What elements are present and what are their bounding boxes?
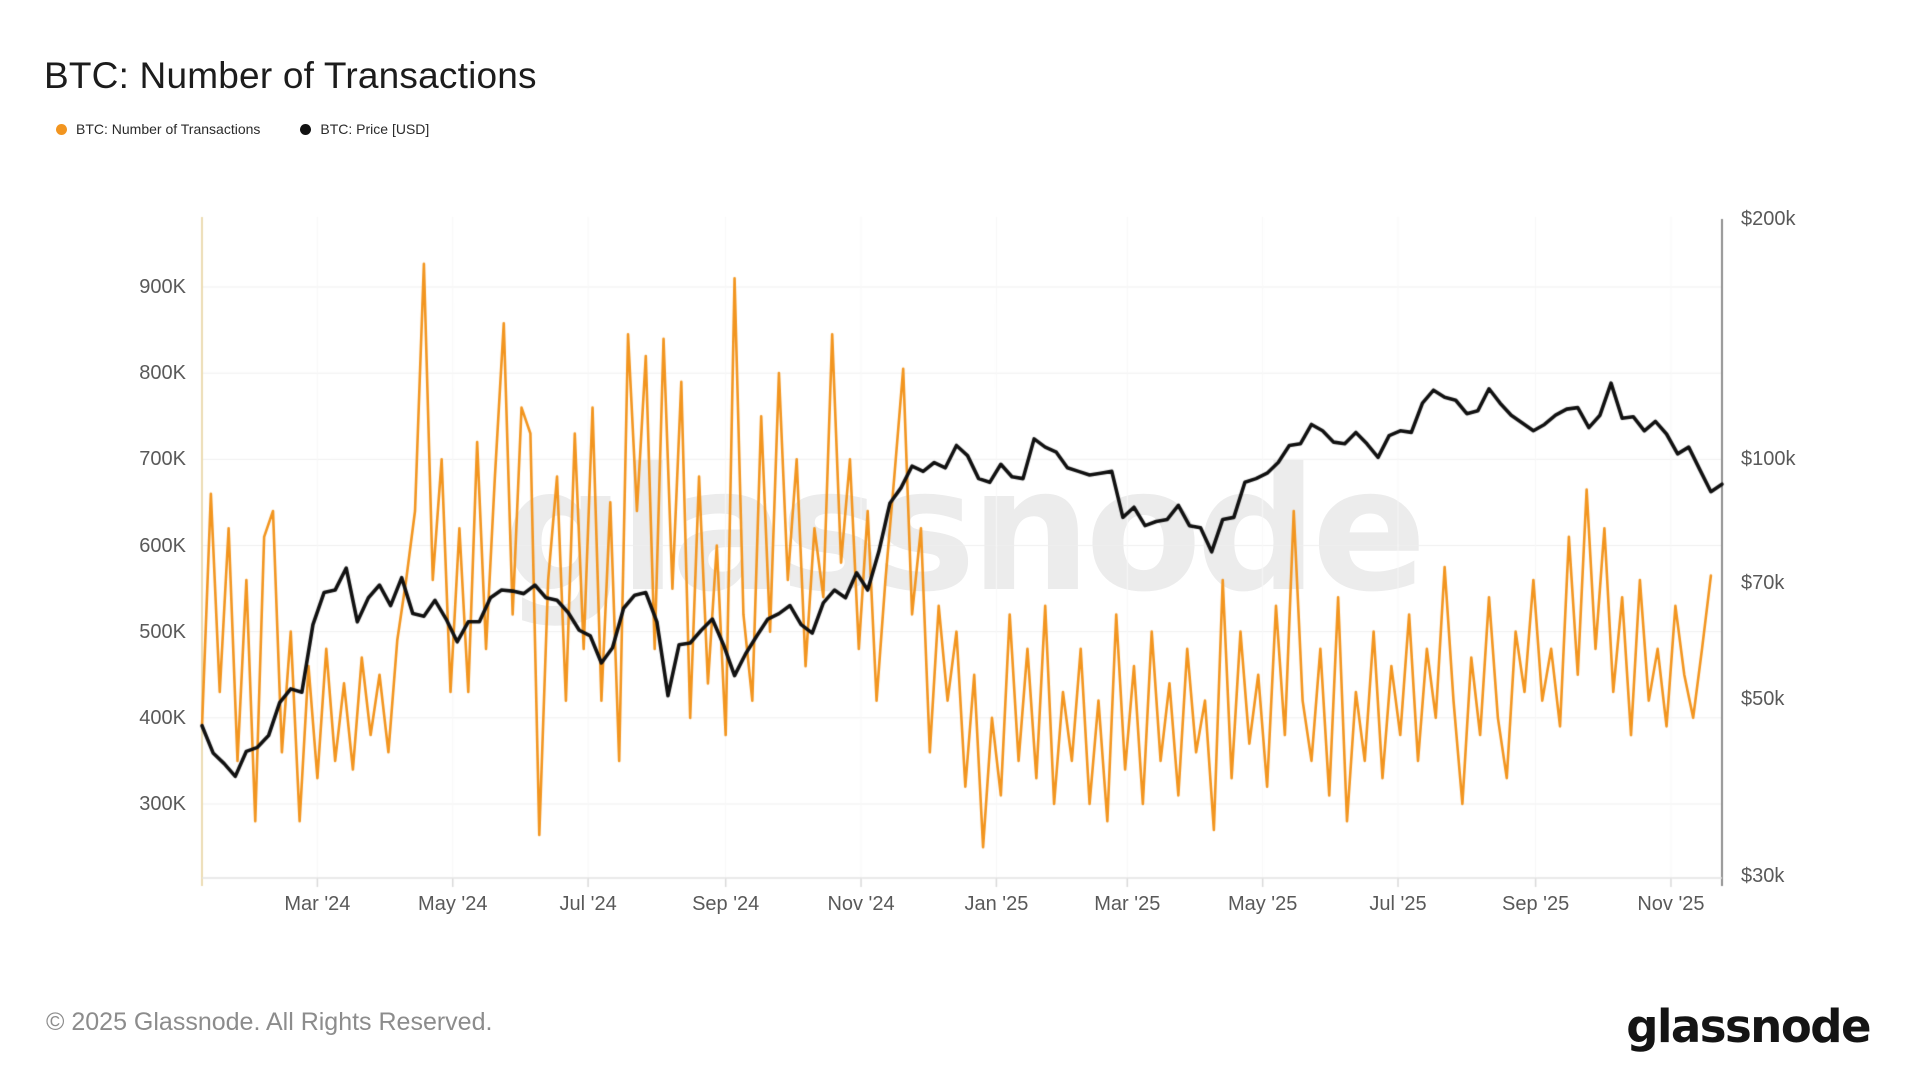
copyright-text: © 2025 Glassnode. All Rights Reserved. [46, 1008, 493, 1036]
glassnode-logo: glassnode [1626, 1000, 1871, 1053]
